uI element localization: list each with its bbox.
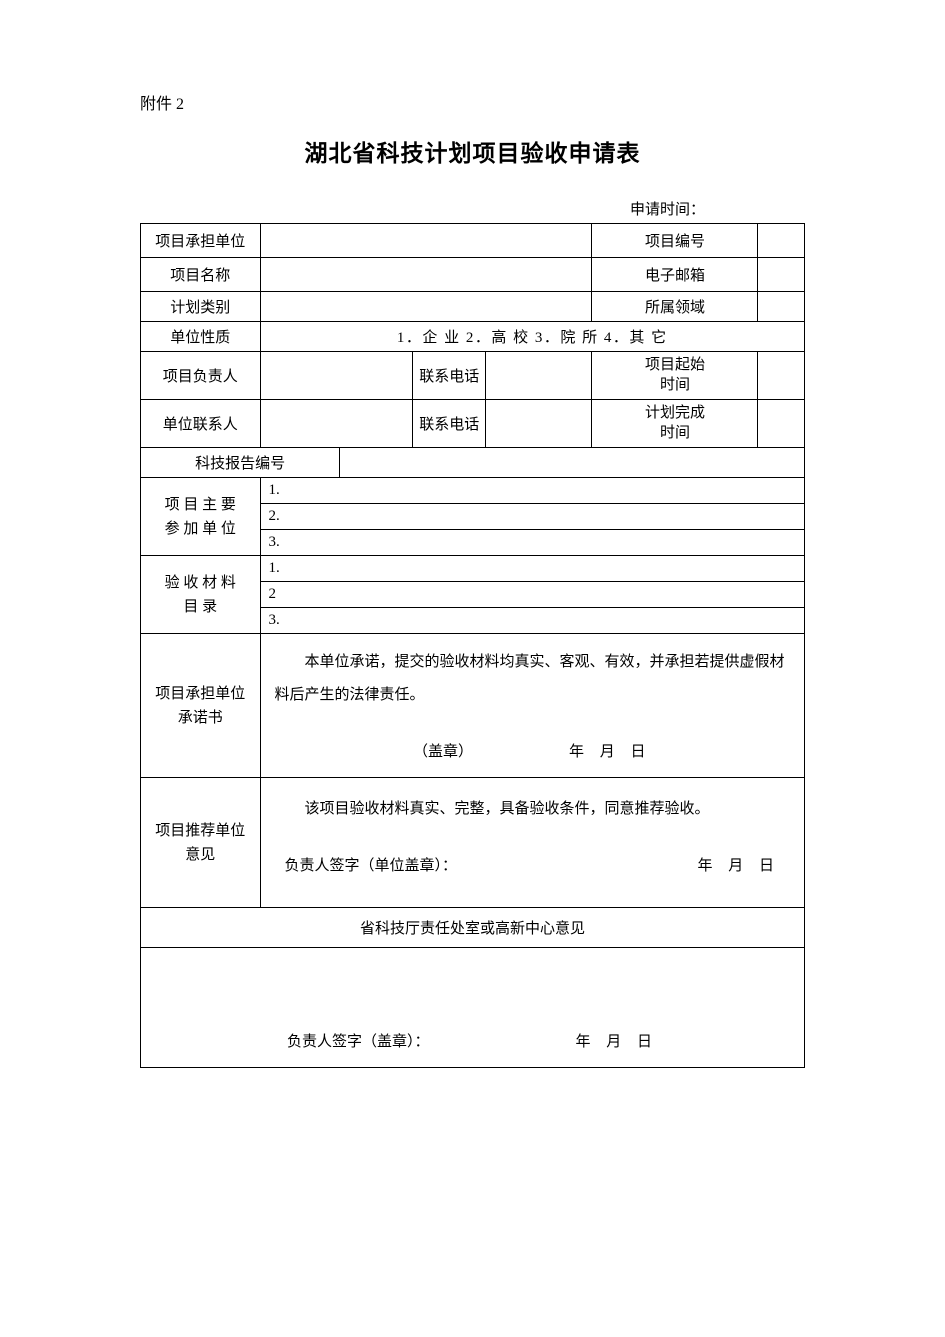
label-main-participants: 项 目 主 要参 加 单 位 <box>141 478 261 556</box>
label-plan-category: 计划类别 <box>141 292 261 322</box>
field-undertaking-unit[interactable] <box>260 224 592 258</box>
label-project-name: 项目名称 <box>141 258 261 292</box>
day-label: 日 <box>759 847 774 886</box>
form-table: 项目承担单位 项目编号 项目名称 电子邮箱 计划类别 所属领域 单位性质 1．企… <box>140 223 805 1068</box>
date-fields-dept[interactable]: 年 月 日 <box>569 1030 658 1051</box>
label-unit-nature: 单位性质 <box>141 322 261 352</box>
label-phone2: 联系电话 <box>413 400 486 448</box>
application-time-label: 申请时间： <box>140 198 705 219</box>
year-label: 年 <box>569 736 584 769</box>
table-row: 项 目 主 要参 加 单 位 1. <box>141 478 805 504</box>
label-recommend: 项目推荐单位意见 <box>141 778 261 908</box>
label-tech-report-no: 科技报告编号 <box>141 448 340 478</box>
table-row: 项目负责人 联系电话 项目起始时间 <box>141 352 805 400</box>
field-email[interactable] <box>758 258 805 292</box>
dept-sign-line: 负责人签字（盖章）： 年 月 日 <box>155 1030 790 1057</box>
recommend-sign-line: 负责人签字（单位盖章）： 年 月 日 <box>275 847 790 886</box>
table-row: 计划类别 所属领域 <box>141 292 805 322</box>
table-row: 单位联系人 联系电话 计划完成时间 <box>141 400 805 448</box>
month-label: 月 <box>728 847 743 886</box>
seal-label: （盖章） <box>413 736 473 769</box>
recommend-text: 该项目验收材料真实、完整，具备验收条件，同意推荐验收。 <box>275 790 790 829</box>
attachment-label: 附件 2 <box>140 90 805 114</box>
label-domain: 所属领域 <box>592 292 758 322</box>
table-row: 省科技厅责任处室或高新中心意见 <box>141 908 805 948</box>
dept-opinion-body[interactable]: 负责人签字（盖章）： 年 月 日 <box>141 948 805 1068</box>
field-planned-complete[interactable] <box>758 400 805 448</box>
material-2[interactable]: 2 <box>260 582 804 608</box>
field-project-name[interactable] <box>260 258 592 292</box>
field-project-number[interactable] <box>758 224 805 258</box>
table-row: 验 收 材 料目 录 1. <box>141 556 805 582</box>
field-project-leader[interactable] <box>260 352 413 400</box>
date-fields-commit[interactable]: 年 月 日 <box>563 736 652 769</box>
table-row: 单位性质 1．企 业 2．高 校 3．院 所 4．其 它 <box>141 322 805 352</box>
recommend-sign-label: 负责人签字（单位盖章）： <box>285 847 458 886</box>
day-label: 日 <box>631 736 646 769</box>
field-tech-report-no[interactable] <box>340 448 805 478</box>
label-project-number: 项目编号 <box>592 224 758 258</box>
label-project-leader: 项目负责人 <box>141 352 261 400</box>
label-materials-index: 验 收 材 料目 录 <box>141 556 261 634</box>
participant-2[interactable]: 2. <box>260 504 804 530</box>
table-row: 负责人签字（盖章）： 年 月 日 <box>141 948 805 1068</box>
form-title: 湖北省科技计划项目验收申请表 <box>140 134 805 168</box>
field-start-time[interactable] <box>758 352 805 400</box>
commitment-block: 本单位承诺，提交的验收材料均真实、客观、有效，并承担若提供虚假材料后产生的法律责… <box>260 634 804 778</box>
participant-1[interactable]: 1. <box>260 478 804 504</box>
label-undertaking-unit: 项目承担单位 <box>141 224 261 258</box>
table-row: 科技报告编号 <box>141 448 805 478</box>
label-start-time: 项目起始时间 <box>592 352 758 400</box>
field-unit-contact[interactable] <box>260 400 413 448</box>
table-row: 项目名称 电子邮箱 <box>141 258 805 292</box>
field-phone2[interactable] <box>486 400 592 448</box>
dept-sign-label: 负责人签字（盖章）： <box>287 1030 430 1051</box>
label-email: 电子邮箱 <box>592 258 758 292</box>
material-1[interactable]: 1. <box>260 556 804 582</box>
label-phone1: 联系电话 <box>413 352 486 400</box>
year-label: 年 <box>575 1030 590 1051</box>
table-row: 项目承担单位 项目编号 <box>141 224 805 258</box>
recommend-block: 该项目验收材料真实、完整，具备验收条件，同意推荐验收。 负责人签字（单位盖章）：… <box>260 778 804 908</box>
commitment-text: 本单位承诺，提交的验收材料均真实、客观、有效，并承担若提供虚假材料后产生的法律责… <box>275 646 790 712</box>
commitment-sign-line: （盖章） 年 月 日 <box>275 736 790 769</box>
field-phone1[interactable] <box>486 352 592 400</box>
field-unit-nature-options[interactable]: 1．企 业 2．高 校 3．院 所 4．其 它 <box>260 322 804 352</box>
dept-opinion-title: 省科技厅责任处室或高新中心意见 <box>141 908 805 948</box>
participant-3[interactable]: 3. <box>260 530 804 556</box>
table-row: 项目承担单位承诺书 本单位承诺，提交的验收材料均真实、客观、有效，并承担若提供虚… <box>141 634 805 778</box>
month-label: 月 <box>600 736 615 769</box>
label-unit-contact: 单位联系人 <box>141 400 261 448</box>
material-3[interactable]: 3. <box>260 608 804 634</box>
year-label: 年 <box>697 847 712 886</box>
table-row: 项目推荐单位意见 该项目验收材料真实、完整，具备验收条件，同意推荐验收。 负责人… <box>141 778 805 908</box>
field-plan-category[interactable] <box>260 292 592 322</box>
label-commitment: 项目承担单位承诺书 <box>141 634 261 778</box>
label-planned-complete: 计划完成时间 <box>592 400 758 448</box>
day-label: 日 <box>637 1030 652 1051</box>
field-domain[interactable] <box>758 292 805 322</box>
month-label: 月 <box>606 1030 621 1051</box>
date-fields-recommend[interactable]: 年 月 日 <box>691 847 780 886</box>
